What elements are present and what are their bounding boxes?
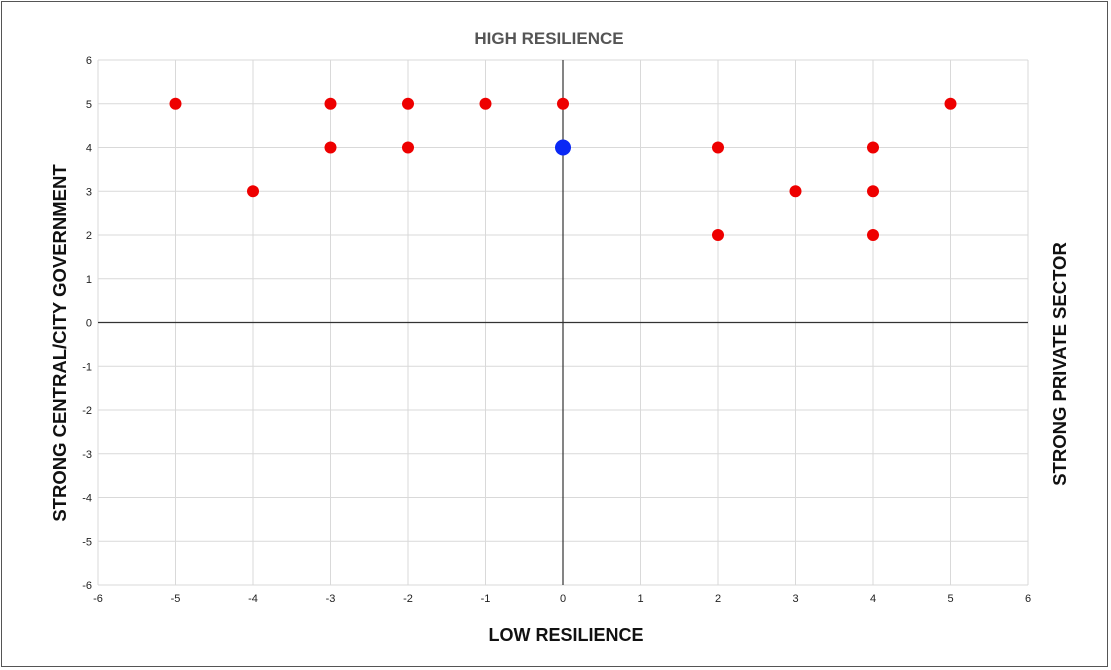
y-tick-label: -4 <box>82 493 92 505</box>
y-axis-label-right: STRONG PRIVATE SECTOR <box>1049 242 1070 486</box>
x-tick-label: 5 <box>947 593 953 605</box>
y-tick-label: 3 <box>86 186 92 198</box>
x-axis-label: LOW RESILIENCE <box>488 625 643 645</box>
data-point <box>402 97 414 110</box>
data-point <box>402 141 414 154</box>
x-tick-labels: -6 -5 -4 -3 -2 -1 0 1 2 3 4 5 6 <box>93 593 1031 605</box>
x-tick-label: 3 <box>792 593 798 605</box>
y-tick-label: 6 <box>86 55 92 67</box>
x-tick-label: 2 <box>715 593 721 605</box>
y-tick-label: -2 <box>82 405 92 417</box>
data-point <box>247 185 259 198</box>
x-tick-label: 1 <box>637 593 643 605</box>
data-point <box>867 141 879 154</box>
zero-axes <box>98 60 1028 585</box>
chart-title: HIGH RESILIENCE <box>474 29 623 48</box>
y-tick-label: -5 <box>82 536 92 548</box>
y-tick-label: 5 <box>86 99 92 111</box>
x-tick-label: -6 <box>93 593 103 605</box>
y-tick-label: -3 <box>82 449 92 461</box>
x-tick-label: 4 <box>870 593 876 605</box>
x-tick-label: 6 <box>1025 593 1031 605</box>
y-tick-labels: 6 5 4 3 2 1 0 -1 -2 -3 -4 -5 -6 <box>82 55 92 592</box>
x-tick-label: -1 <box>481 593 491 605</box>
highlight-point <box>555 139 571 156</box>
y-tick-label: 0 <box>86 318 92 330</box>
data-point <box>324 97 337 110</box>
data-point <box>479 97 492 110</box>
data-point <box>557 97 569 110</box>
y-tick-label: -1 <box>82 361 92 373</box>
x-tick-label: -3 <box>326 593 336 605</box>
data-points <box>169 97 957 241</box>
data-point <box>867 185 879 198</box>
x-tick-label: -2 <box>403 593 413 605</box>
data-point <box>712 141 724 154</box>
data-point <box>169 97 182 110</box>
x-tick-label: -5 <box>171 593 181 605</box>
data-point <box>789 185 802 198</box>
x-tick-label: -4 <box>248 593 258 605</box>
y-tick-label: 1 <box>86 274 92 286</box>
y-tick-label: 4 <box>86 143 92 155</box>
y-tick-label: 2 <box>86 230 92 242</box>
x-tick-label: 0 <box>560 593 566 605</box>
data-point <box>867 229 879 241</box>
data-point <box>712 229 724 241</box>
data-point <box>944 97 957 110</box>
data-point <box>324 141 337 154</box>
y-axis-label-left: STRONG CENTRAL/CITY GOVERNMENT <box>49 164 70 522</box>
y-tick-label: -6 <box>82 580 92 592</box>
